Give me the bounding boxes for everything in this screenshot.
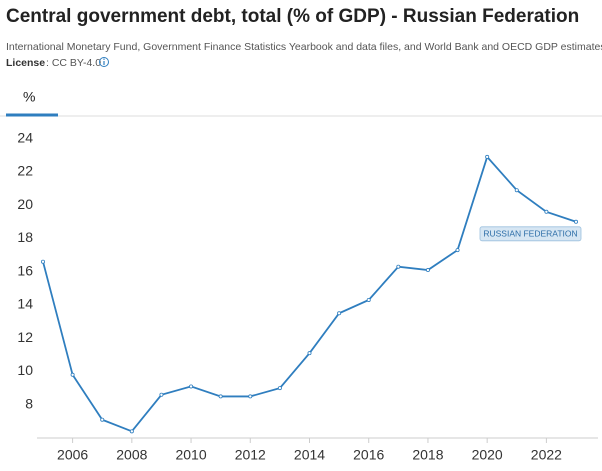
data-point bbox=[485, 154, 490, 159]
x-tick-label: 2008 bbox=[116, 447, 147, 463]
series-label-box bbox=[479, 226, 582, 242]
data-point bbox=[277, 386, 282, 391]
y-tick-label: 24 bbox=[17, 129, 33, 145]
license-value: : CC BY-4.0 bbox=[46, 57, 101, 69]
data-point bbox=[248, 394, 253, 399]
data-point bbox=[100, 417, 105, 422]
data-point bbox=[189, 384, 194, 389]
subtitle: International Monetary Fund, Government … bbox=[6, 41, 602, 53]
info-icon-dot bbox=[103, 58, 105, 60]
license-label: License bbox=[6, 57, 45, 69]
y-tick-label: 10 bbox=[17, 362, 33, 378]
info-icon[interactable] bbox=[99, 57, 109, 67]
y-tick-label: 14 bbox=[17, 296, 33, 312]
x-tick-label: 2012 bbox=[235, 447, 266, 463]
y-tick-label: 22 bbox=[17, 163, 33, 179]
data-point bbox=[455, 248, 460, 253]
y-tick-label: 16 bbox=[17, 262, 33, 278]
data-point bbox=[396, 264, 401, 269]
data-point bbox=[337, 311, 342, 316]
data-point bbox=[425, 268, 430, 273]
data-point bbox=[574, 219, 579, 224]
y-tick-label: 18 bbox=[17, 229, 33, 245]
x-tick-label: 2016 bbox=[353, 447, 384, 463]
data-point bbox=[366, 297, 371, 302]
chart-title: Central government debt, total (% of GDP… bbox=[6, 6, 579, 27]
data-point bbox=[514, 188, 519, 193]
data-point bbox=[159, 392, 164, 397]
x-tick-label: 2018 bbox=[412, 447, 443, 463]
y-tick-label: 20 bbox=[17, 196, 33, 212]
x-tick-label: 2010 bbox=[175, 447, 206, 463]
data-point bbox=[544, 209, 549, 214]
x-tick-label: 2006 bbox=[57, 447, 88, 463]
x-tick-label: 2014 bbox=[294, 447, 325, 463]
data-point bbox=[218, 394, 223, 399]
data-point bbox=[70, 372, 75, 377]
series-line bbox=[42, 155, 577, 433]
data-point bbox=[129, 429, 134, 434]
data-point bbox=[307, 351, 312, 356]
x-tick-label: 2022 bbox=[531, 447, 562, 463]
y-tick-label: 8 bbox=[25, 395, 33, 411]
y-tick-label: 12 bbox=[17, 329, 33, 345]
tab-label[interactable]: % bbox=[23, 89, 35, 105]
data-point bbox=[41, 259, 46, 264]
x-tick-label: 2020 bbox=[472, 447, 503, 463]
legend-label: RUSSIAN FEDERATION bbox=[483, 229, 577, 239]
